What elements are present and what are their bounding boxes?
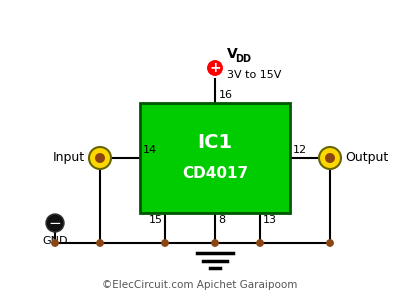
Text: V: V xyxy=(227,47,238,61)
Circle shape xyxy=(206,59,224,77)
Circle shape xyxy=(319,147,341,169)
Circle shape xyxy=(162,240,168,246)
Text: 14: 14 xyxy=(143,145,157,155)
Text: Output: Output xyxy=(345,151,388,164)
Text: DD: DD xyxy=(235,54,251,64)
Bar xyxy=(140,103,290,213)
Circle shape xyxy=(95,153,105,163)
Circle shape xyxy=(257,240,263,246)
Circle shape xyxy=(46,214,64,232)
Text: 12: 12 xyxy=(293,145,307,155)
Text: 3V to 15V: 3V to 15V xyxy=(227,70,281,80)
Text: 8: 8 xyxy=(218,215,225,225)
Text: Input: Input xyxy=(53,151,85,164)
Text: 13: 13 xyxy=(263,215,277,225)
Text: IC1: IC1 xyxy=(198,134,232,153)
Text: +: + xyxy=(209,61,221,75)
Text: ©ElecCircuit.com Apichet Garaipoom: ©ElecCircuit.com Apichet Garaipoom xyxy=(102,280,298,290)
Text: 16: 16 xyxy=(219,90,233,100)
Circle shape xyxy=(97,240,103,246)
Circle shape xyxy=(212,240,218,246)
Text: CD4017: CD4017 xyxy=(182,165,248,181)
Text: −: − xyxy=(49,215,61,230)
Text: GND: GND xyxy=(42,236,68,246)
Circle shape xyxy=(89,147,111,169)
Circle shape xyxy=(327,240,333,246)
Text: 15: 15 xyxy=(149,215,163,225)
Circle shape xyxy=(52,240,58,246)
Circle shape xyxy=(325,153,335,163)
